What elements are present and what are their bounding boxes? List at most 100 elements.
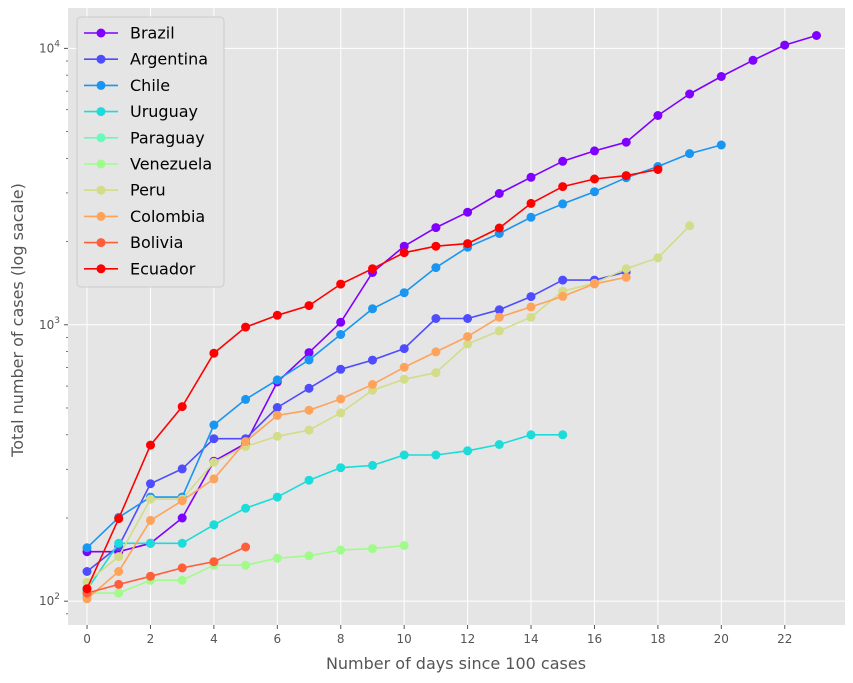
data-point-chile — [272, 375, 282, 385]
data-point-ecuador — [272, 310, 282, 320]
data-point-brazil — [780, 40, 790, 50]
data-point-peru — [399, 374, 409, 384]
data-point-uruguay — [431, 450, 441, 460]
series-line-brazil — [87, 34, 817, 553]
data-point-ecuador — [558, 182, 568, 192]
data-point-argentina — [463, 314, 473, 323]
x-axis-label: Number of days since 100 cases — [326, 654, 586, 673]
legend-box — [76, 16, 225, 288]
data-point-chile — [558, 199, 568, 209]
data-point-chile — [399, 288, 409, 298]
legend-label: Peru — [130, 181, 166, 200]
data-point-brazil — [590, 146, 599, 156]
data-point-colombia — [272, 410, 282, 420]
data-point-uruguay — [526, 430, 536, 440]
data-point-brazil — [463, 207, 473, 217]
legend-item-argentina: Argentina — [84, 50, 208, 69]
data-point-colombia — [241, 437, 251, 447]
y-tick-label: 103 — [39, 316, 60, 332]
data-point-uruguay — [336, 463, 346, 473]
data-point-bolivia — [146, 571, 155, 581]
data-point-uruguay — [272, 492, 282, 502]
data-point-brazil — [685, 89, 695, 99]
data-point-venezuela — [304, 551, 314, 561]
data-point-ecuador — [304, 301, 314, 311]
data-point-peru — [621, 264, 631, 274]
x-tick-label: 18 — [650, 632, 665, 646]
y-axis-label: Total number of cases (log sacale) — [8, 183, 27, 458]
x-tick-label: 6 — [273, 632, 281, 646]
series-uruguay — [82, 430, 568, 595]
y-tick-label: 104 — [39, 39, 60, 55]
legend-label: Colombia — [130, 207, 205, 226]
data-point-colombia — [304, 405, 314, 415]
legend-marker — [96, 264, 106, 274]
data-point-argentina — [431, 314, 441, 323]
series-line-uruguay — [86, 433, 563, 591]
data-point-uruguay — [114, 538, 124, 548]
data-point-brazil — [526, 172, 536, 182]
legend-marker — [96, 54, 106, 64]
data-point-uruguay — [558, 430, 568, 440]
data-point-ecuador — [399, 248, 409, 258]
data-point-bolivia — [177, 563, 187, 573]
legend-label: Paraguay — [130, 128, 205, 147]
data-point-uruguay — [494, 440, 504, 449]
data-point-colombia — [621, 272, 631, 282]
data-point-colombia — [558, 291, 568, 301]
data-point-peru — [272, 431, 282, 441]
x-tick-label: 12 — [460, 632, 475, 646]
data-point-peru — [653, 253, 663, 263]
legend-label: Chile — [130, 76, 170, 95]
x-tick-label: 4 — [210, 632, 218, 646]
x-tick-label: 14 — [523, 632, 538, 646]
x-axis-ticks: 0 2 4 6 8 10 12 14 16 18 20 22 — [83, 625, 792, 646]
data-point-argentina — [177, 464, 187, 474]
data-point-peru — [494, 326, 504, 336]
series-colombia — [82, 272, 631, 604]
data-point-ecuador — [146, 440, 155, 450]
data-point-brazil — [304, 348, 314, 358]
data-point-bolivia — [114, 579, 124, 589]
legend-item-peru: Peru — [84, 181, 166, 200]
data-point-brazil — [558, 156, 568, 166]
data-point-brazil — [812, 31, 821, 40]
data-point-brazil — [431, 223, 441, 233]
legend: Brazil Argentina Chile Uruguay Paraguay Venez… — [76, 16, 225, 288]
series-line-peru — [86, 225, 691, 583]
x-tick-label: 8 — [337, 632, 345, 646]
data-point-argentina — [526, 292, 536, 302]
data-point-chile — [209, 420, 219, 430]
data-point-uruguay — [146, 538, 155, 548]
data-point-venezuela — [114, 588, 124, 598]
data-point-peru — [526, 312, 536, 322]
data-point-argentina — [368, 355, 377, 365]
legend-marker — [96, 107, 106, 117]
data-point-argentina — [209, 434, 219, 444]
data-point-chile — [368, 304, 377, 314]
legend-label: Venezuela — [130, 155, 212, 174]
data-point-peru — [463, 339, 473, 349]
data-point-chile — [336, 330, 346, 339]
data-point-ecuador — [177, 402, 187, 412]
data-point-bolivia — [209, 557, 219, 567]
data-point-colombia — [177, 496, 187, 506]
series-line-colombia — [86, 276, 627, 600]
legend-label: Argentina — [130, 50, 208, 69]
data-point-argentina — [558, 275, 568, 285]
data-point-brazil — [653, 111, 663, 120]
data-point-ecuador — [621, 171, 631, 181]
data-point-argentina — [304, 383, 314, 393]
legend-marker — [96, 159, 106, 169]
data-point-uruguay — [304, 475, 314, 485]
series-line-argentina — [86, 271, 627, 573]
data-point-uruguay — [399, 450, 409, 460]
data-point-brazil — [399, 241, 409, 251]
data-point-colombia — [590, 279, 599, 289]
data-point-chile — [526, 212, 536, 222]
data-point-ecuador — [336, 279, 346, 289]
data-point-colombia — [146, 515, 155, 525]
data-point-colombia — [209, 474, 219, 484]
data-point-venezuela — [336, 545, 346, 555]
data-point-brazil — [748, 55, 758, 65]
